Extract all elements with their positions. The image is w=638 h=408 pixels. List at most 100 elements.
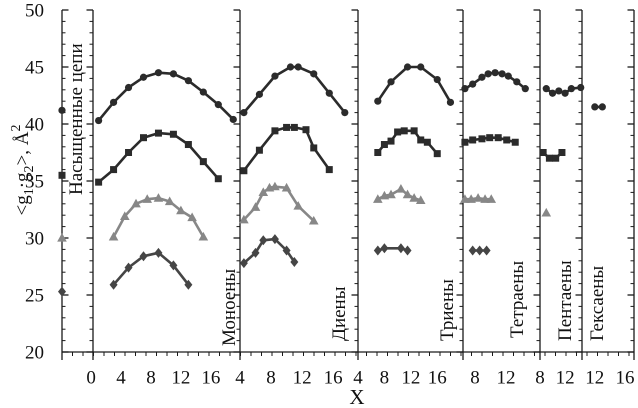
data-point-circle (341, 109, 349, 117)
data-point-triangle (119, 211, 130, 220)
data-point-square (199, 158, 207, 166)
data-point-diamond (380, 243, 389, 254)
data-point-diamond (259, 235, 268, 246)
data-point-diamond (396, 243, 405, 254)
data-point-circle (169, 70, 178, 78)
data-point-square (486, 134, 494, 142)
data-point-circle (417, 63, 425, 71)
data-point-triangle (239, 214, 249, 224)
data-point-circle (124, 83, 133, 92)
data-point-triangle (131, 198, 141, 208)
data-point-circle (598, 103, 606, 111)
data-point-square (125, 149, 133, 156)
data-point-square (423, 138, 431, 146)
data-point-circle (446, 98, 455, 106)
data-point-square (400, 127, 408, 135)
data-point-circle (109, 98, 118, 106)
data-point-diamond (124, 262, 133, 273)
series-line-circle (97, 71, 235, 122)
x-tick-label: 8 (380, 368, 390, 389)
data-point-square (255, 146, 263, 154)
data-point-square (461, 138, 469, 146)
data-point-circle (561, 89, 569, 97)
data-point-circle (95, 116, 103, 125)
y-tick-label: 50 (25, 1, 44, 22)
data-point-circle (310, 70, 318, 78)
data-point-square (433, 150, 441, 158)
data-point-square (325, 166, 333, 174)
data-point-circle (484, 70, 492, 78)
data-point-triangle (142, 194, 153, 203)
data-point-triangle (258, 187, 269, 196)
x-tick-label: 16 (324, 368, 343, 389)
data-point-circle (555, 87, 563, 95)
data-point-square (310, 144, 318, 152)
data-point-triangle (402, 189, 413, 199)
data-point-diamond (58, 286, 66, 297)
data-point-circle (542, 85, 550, 93)
y-tick-label: 45 (25, 58, 44, 79)
x-tick-label: 12 (171, 368, 190, 389)
data-point-triangle (473, 193, 483, 202)
y-tick-label: 35 (25, 172, 44, 193)
data-point-diamond (482, 245, 491, 256)
data-point-circle (478, 73, 486, 81)
data-point-square (240, 167, 248, 175)
x-tick-label: 12 (401, 368, 420, 389)
y-tick-label: 30 (25, 229, 44, 250)
y-axis-title-part: 1 (22, 188, 37, 195)
data-point-square (290, 123, 298, 131)
data-point-circle (58, 106, 66, 114)
y-tick-label: 40 (25, 115, 44, 136)
data-point-diamond (251, 247, 260, 258)
axes-layer (61, 9, 635, 360)
data-point-square (302, 126, 310, 134)
data-point-triangle (386, 189, 396, 199)
x-tick-label: 12 (556, 368, 575, 389)
data-point-square (394, 128, 402, 136)
panel-label-tetraenes: Тетраены (507, 261, 528, 338)
x-tick-label: 16 (615, 368, 634, 389)
data-point-circle (286, 63, 295, 71)
data-point-triangle (466, 194, 476, 203)
data-point-square (283, 123, 291, 131)
x-tick-label: 16 (201, 368, 220, 389)
data-point-circle (577, 83, 585, 92)
data-point-triangle (541, 207, 552, 217)
y-axis-title-text: <g1·g2>, Å2 (9, 125, 37, 216)
data-point-square (374, 149, 382, 156)
data-point-circle (184, 77, 192, 85)
data-point-square (184, 141, 192, 149)
data-point-square (558, 149, 566, 156)
data-point-diamond (154, 247, 163, 258)
data-point-triangle (164, 196, 175, 206)
data-point-square (380, 141, 388, 149)
data-point-triangle (108, 231, 119, 241)
y-axis-title-part: 2 (22, 165, 37, 172)
data-point-triangle (57, 233, 67, 242)
data-point-circle (491, 69, 499, 77)
data-point-square (58, 171, 66, 179)
data-point-circle (139, 73, 148, 81)
y-axis-title-part: ·g (12, 172, 33, 188)
data-point-triangle (308, 215, 319, 225)
data-point-triangle (198, 231, 209, 241)
data-point-square (387, 137, 395, 145)
data-point-circle (154, 69, 163, 77)
data-point-square (552, 154, 560, 162)
series-line-diamond (112, 251, 190, 287)
x-tick-label: 12 (585, 368, 604, 389)
data-point-square (539, 149, 547, 156)
data-point-square (110, 166, 118, 174)
data-point-circle (567, 85, 575, 93)
data-point-triangle (293, 201, 304, 210)
y-axis-title-part: 2 (9, 125, 24, 132)
data-point-triangle (250, 202, 261, 211)
x-tick-label: 8 (535, 368, 545, 389)
series-layer (57, 63, 606, 297)
data-point-circle (513, 78, 521, 86)
